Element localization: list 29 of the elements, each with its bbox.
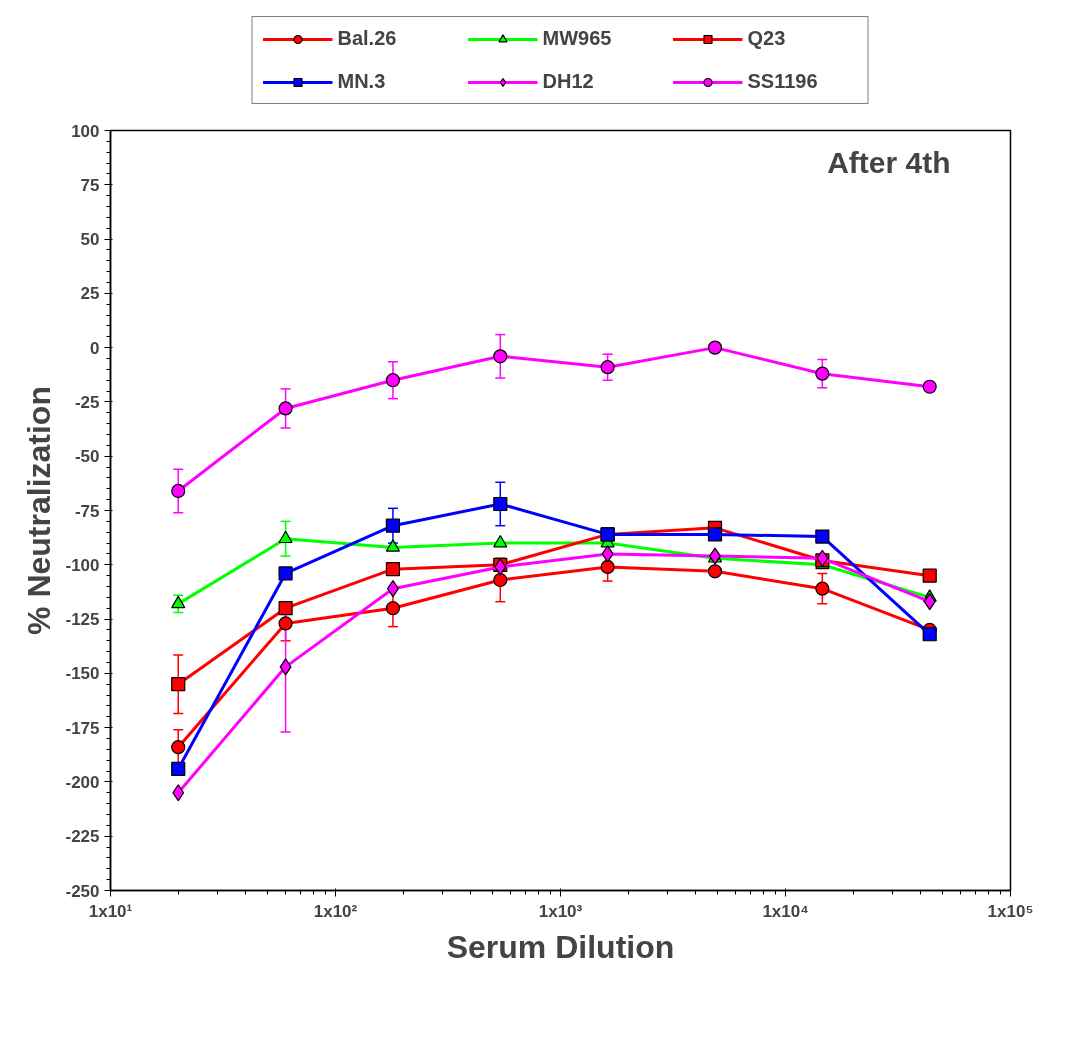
y-axis-title: % Neutralization [21, 386, 58, 635]
y-tick-label: 100 [71, 121, 100, 141]
y-tick-label: -225 [65, 827, 100, 847]
y-tick-label: 75 [80, 175, 100, 195]
x-tick-label: 1x10¹ [88, 901, 133, 921]
legend-label: MW965 [542, 27, 613, 50]
x-tick-label: 1x10³ [538, 901, 583, 921]
x-tick-label: 1x10² [313, 901, 358, 921]
y-tick-label: -200 [65, 772, 100, 792]
y-tick-label: 25 [80, 284, 100, 304]
legend-label: SS1196 [747, 70, 819, 93]
y-tick-label: -150 [65, 664, 100, 684]
annotation: After 4th [827, 145, 951, 179]
y-tick-label: -125 [65, 610, 100, 630]
y-tick-label: -75 [74, 501, 100, 521]
y-tick-label: -50 [74, 447, 100, 467]
y-tick-label: -175 [65, 718, 100, 738]
legend-label: DH12 [542, 70, 595, 93]
legend-label: Q23 [747, 27, 787, 50]
y-tick-label: -25 [74, 392, 100, 412]
legend-label: Bal.26 [337, 27, 398, 50]
legend-label: MN.3 [337, 70, 387, 93]
x-tick-label: 1x10⁵ [987, 901, 1034, 921]
y-tick-label: 50 [80, 230, 100, 250]
x-tick-label: 1x10⁴ [762, 901, 809, 921]
x-axis-title: Serum Dilution [446, 928, 675, 965]
y-tick-label: -250 [65, 881, 100, 901]
y-tick-label: -100 [65, 555, 100, 575]
y-tick-label: 0 [90, 338, 100, 358]
